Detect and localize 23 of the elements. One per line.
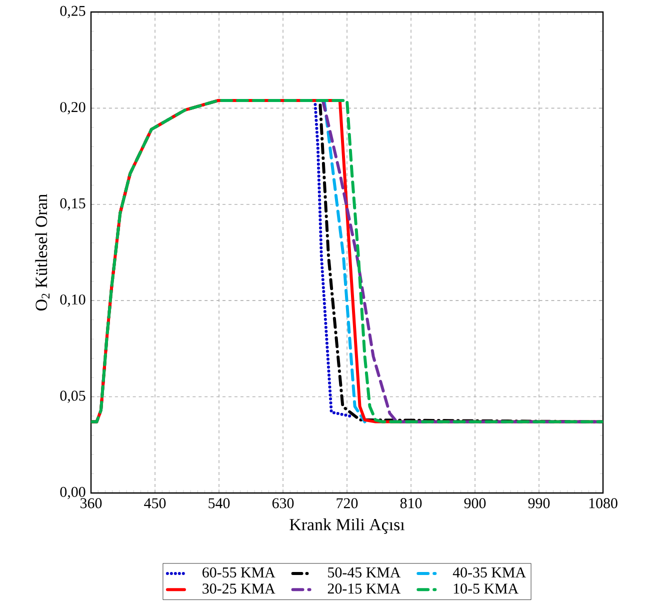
legend-label: 30-25 KMA <box>202 584 276 594</box>
legend-label: 10-5 KMA <box>454 584 518 594</box>
y-tick-label: 0,00 <box>60 486 86 500</box>
legend-label: 50-45 KMA <box>328 567 401 578</box>
y-tick-label: 0,25 <box>60 6 86 18</box>
y-tick-label: 0,20 <box>60 102 86 114</box>
x-tick-label: 900 <box>464 498 486 508</box>
x-tick-label: 810 <box>400 498 422 508</box>
x-tick-label: 540 <box>208 498 230 508</box>
legend-label: 20-15 KMA <box>328 584 401 594</box>
y-tick-label: 0,05 <box>60 390 86 403</box>
x-tick-label: 990 <box>528 498 550 508</box>
x-tick-label: 720 <box>336 498 358 508</box>
legend-label: 40-35 KMA <box>452 567 526 578</box>
x-tick-label: 630 <box>272 498 294 508</box>
x-tick-label: 360 <box>80 498 102 508</box>
y-tick-label: 0,10 <box>60 294 86 307</box>
y-axis-title: O$_{2}$ Kütlesel Oran <box>35 194 50 311</box>
y-tick-label: 0,15 <box>60 198 86 210</box>
x-axis-title: Krank Mili Açısı <box>290 518 405 534</box>
x-tick-label: 450 <box>144 498 166 508</box>
legend-label: 60-55 KMA <box>202 567 276 578</box>
x-tick-label: 1080 <box>589 498 618 508</box>
